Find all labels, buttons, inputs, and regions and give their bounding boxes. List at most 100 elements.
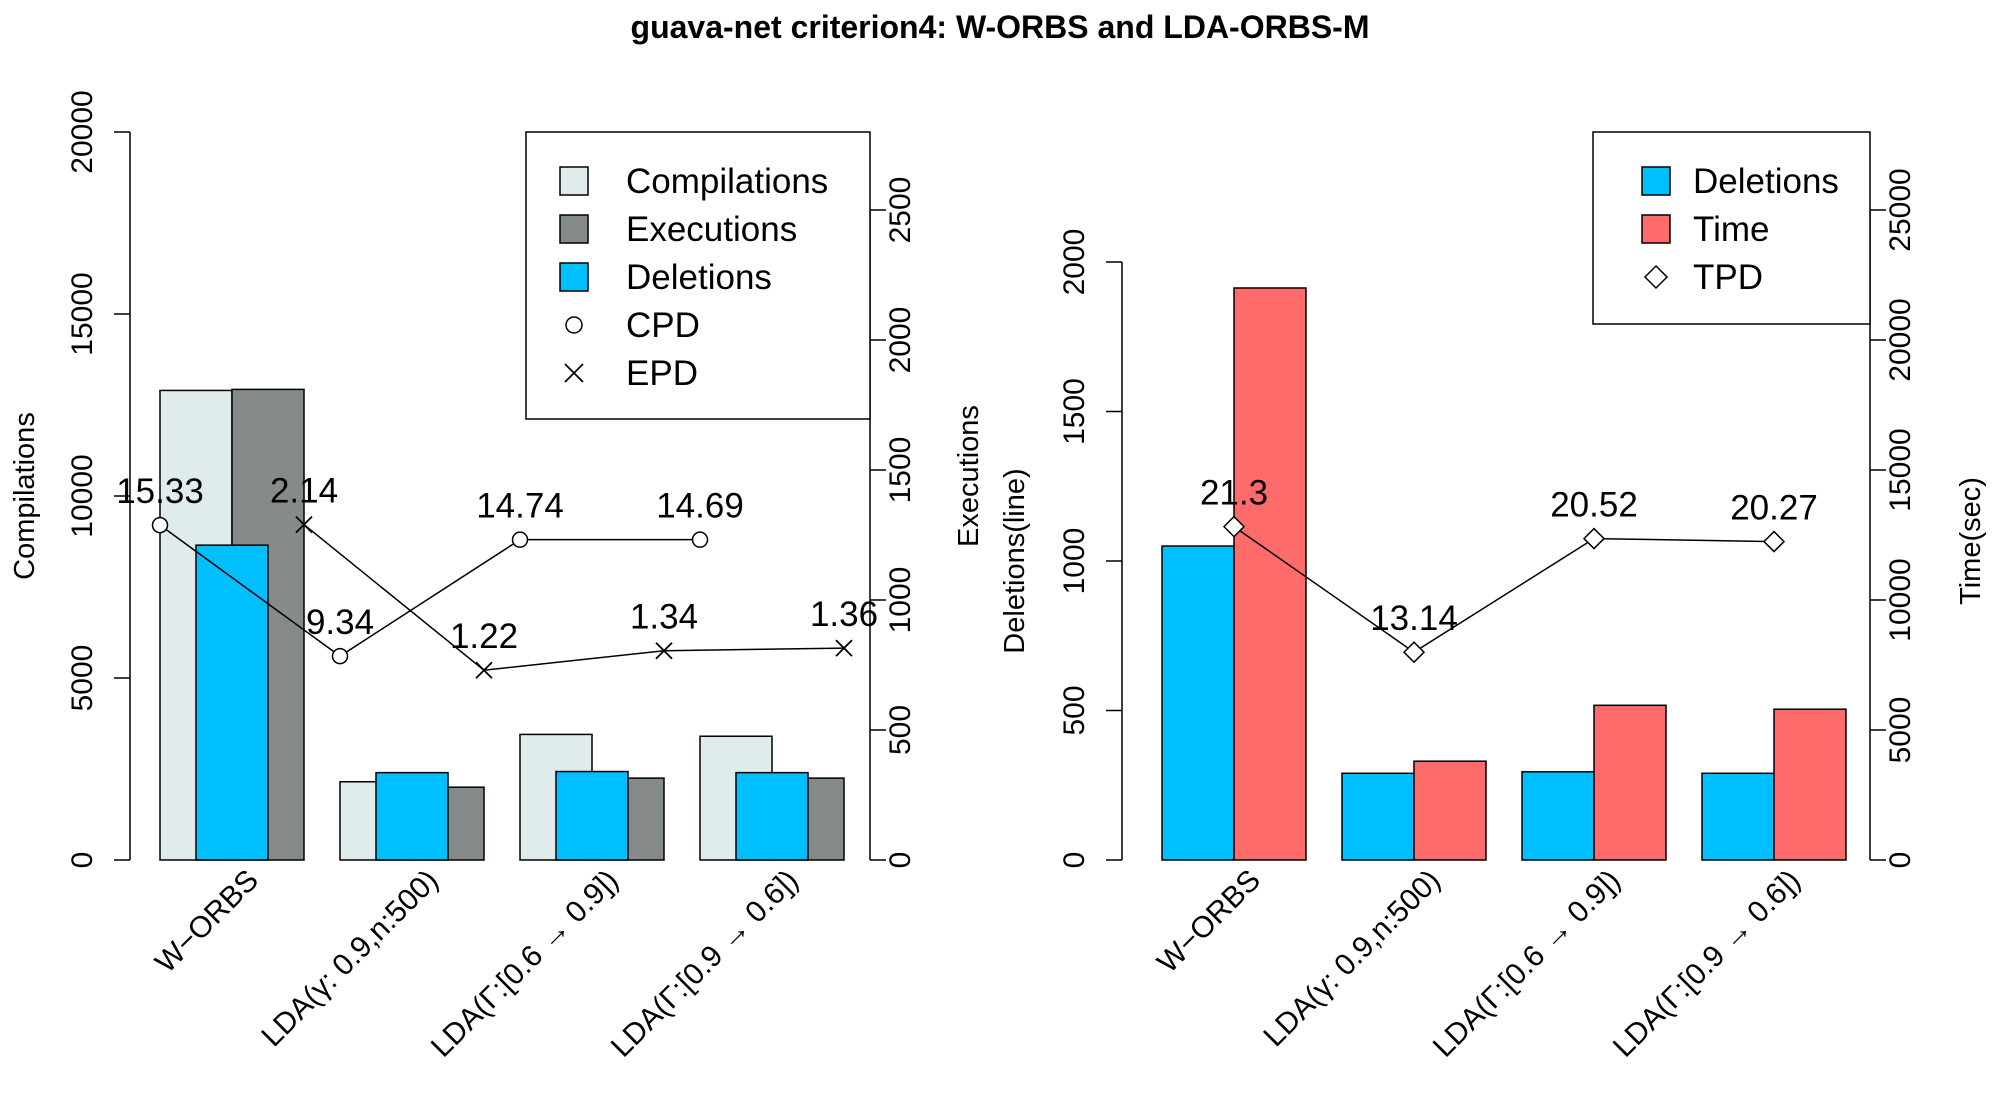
left-legend-cpd-swatch bbox=[565, 316, 583, 334]
left-y2-tick-label-2500: 2500 bbox=[884, 177, 917, 244]
right-bar-deletions-3 bbox=[1701, 772, 1775, 861]
left-y2-tick-label-500: 500 bbox=[884, 705, 917, 755]
right-legend-tpd-label: TPD bbox=[1693, 258, 1763, 297]
right-y2-tick-label-25000: 25000 bbox=[1884, 168, 1917, 251]
left-cpd-path bbox=[159, 524, 700, 658]
right-y2-tick-label-15000: 15000 bbox=[1884, 428, 1917, 511]
right-line-tpd: 21.3 13.14 20.52 20.27 bbox=[1200, 474, 1818, 664]
right-bar-deletions-2 bbox=[1521, 771, 1595, 861]
right-x-tick-label-1: LDA(γ: 0.9,n:500) bbox=[1257, 864, 1447, 1054]
left-epd-marker-1 bbox=[475, 661, 493, 679]
right-tpd-label-3: 20.27 bbox=[1730, 489, 1818, 528]
left-y-tick-label-15000: 15000 bbox=[66, 272, 99, 355]
right-y-axis-title: Deletions(line) bbox=[999, 468, 1031, 653]
right-tpd-path bbox=[1233, 525, 1775, 654]
left-x-tick-label-0: W−ORBS bbox=[149, 864, 265, 980]
right-y2-tick-label-10000: 10000 bbox=[1884, 558, 1917, 641]
left-y2-tick-label-2000: 2000 bbox=[884, 307, 917, 374]
left-line-epd: 2.14 1.22 1.34 1.36 bbox=[270, 472, 878, 679]
right-tpd-marker-1 bbox=[1402, 641, 1426, 664]
right-y-axis: 0 500 1000 1500 2000 Deletions(line) bbox=[999, 229, 1123, 868]
right-y2-axis-title: Time(sec) bbox=[1955, 477, 1987, 605]
right-tpd-label-0: 21.3 bbox=[1200, 474, 1268, 513]
right-bar-time-1 bbox=[1413, 760, 1487, 861]
right-y-tick-label-1500: 1500 bbox=[1058, 378, 1091, 445]
right-legend-deletions-swatch bbox=[1641, 166, 1671, 196]
left-legend-executions-swatch bbox=[559, 214, 589, 244]
right-y-tick-label-2000: 2000 bbox=[1058, 229, 1091, 296]
right-tpd-marker-2 bbox=[1582, 527, 1606, 550]
right-tpd-marker-0 bbox=[1222, 515, 1246, 538]
right-y-tick-label-500: 500 bbox=[1058, 685, 1091, 735]
left-x-tick-label-1: LDA(γ: 0.9,n:500) bbox=[255, 864, 445, 1054]
left-legend-deletions-swatch bbox=[559, 262, 589, 292]
right-tpd-label-2: 20.52 bbox=[1550, 486, 1638, 525]
right-x-tick-label-3: LDA(Γ:[0.9 → 0.6]) bbox=[1607, 864, 1807, 1064]
left-legend-executions-label: Executions bbox=[626, 210, 797, 249]
left-cpd-label-1: 9.34 bbox=[306, 603, 374, 642]
right-tpd-marker-3 bbox=[1762, 530, 1786, 553]
left-y-tick-label-20000: 20000 bbox=[66, 90, 99, 173]
left-legend-epd-label: EPD bbox=[626, 354, 698, 393]
left-epd-marker-0 bbox=[295, 515, 313, 534]
right-bar-deletions-0 bbox=[1161, 545, 1235, 861]
right-bar-time-3 bbox=[1773, 708, 1847, 861]
left-cpd-label-2: 14.74 bbox=[476, 487, 564, 526]
left-cpd-marker-0 bbox=[151, 516, 169, 534]
right-y2-tick-label-5000: 5000 bbox=[1884, 697, 1917, 764]
right-x-tick-label-2: LDA(Γ:[0.6 → 0.9]) bbox=[1427, 864, 1627, 1064]
right-y2-tick-label-0: 0 bbox=[1884, 852, 1917, 869]
right-legend-tpd-swatch bbox=[1643, 264, 1669, 290]
right-legend-box bbox=[1592, 131, 1871, 325]
left-y2-tick-label-1000: 1000 bbox=[884, 567, 917, 634]
right-y2-axis: 0 5000 10000 15000 20000 25000 Time(sec) bbox=[1869, 168, 1987, 869]
left-epd-marker-3 bbox=[835, 639, 853, 657]
left-bar-deletions-1 bbox=[375, 771, 449, 861]
left-y-tick-label-10000: 10000 bbox=[66, 454, 99, 537]
left-cpd-marker-2 bbox=[511, 531, 529, 548]
left-legend-compilations-swatch bbox=[559, 166, 589, 196]
left-x-tick-label-3: LDA(Γ:[0.9 → 0.6]) bbox=[605, 864, 805, 1064]
left-epd-label-2: 1.34 bbox=[630, 598, 698, 637]
left-y2-axis-title: Executions bbox=[953, 405, 985, 547]
left-cpd-marker-3 bbox=[691, 531, 709, 548]
right-legend-time-label: Time bbox=[1693, 210, 1769, 249]
right-bar-time-2 bbox=[1593, 704, 1667, 861]
left-y-tick-label-5000: 5000 bbox=[66, 645, 99, 712]
left-legend-deletions-label: Deletions bbox=[626, 258, 772, 297]
left-cpd-label-0: 15.33 bbox=[116, 472, 204, 511]
left-epd-label-0: 2.14 bbox=[270, 472, 338, 511]
left-y2-axis: 0 500 1000 1500 2000 2500 Executions bbox=[869, 177, 985, 869]
left-y2-tick-label-1500: 1500 bbox=[884, 437, 917, 504]
left-cpd-marker-1 bbox=[331, 647, 349, 665]
right-bars bbox=[1161, 287, 1847, 861]
left-bar-deletions-0 bbox=[195, 544, 269, 861]
right-y-tick-label-1000: 1000 bbox=[1058, 528, 1091, 595]
left-legend-cpd-label: CPD bbox=[626, 306, 700, 345]
right-x-tick-label-0: W−ORBS bbox=[1151, 864, 1267, 980]
left-bar-deletions-2 bbox=[555, 770, 629, 861]
left-legend: Compilations Executions Deletions CPD EPD bbox=[525, 131, 871, 420]
right-panel: 0 500 1000 1500 2000 Deletions(line) 0 5000 1000… bbox=[999, 131, 1987, 1064]
left-bar-deletions-3 bbox=[735, 771, 809, 861]
left-y-tick-label-0: 0 bbox=[66, 852, 99, 869]
right-tpd-label-1: 13.14 bbox=[1370, 599, 1458, 638]
left-bars bbox=[159, 388, 845, 861]
left-cpd-label-3: 14.69 bbox=[656, 487, 744, 526]
left-y2-tick-label-0: 0 bbox=[884, 852, 917, 869]
right-y2-tick-label-20000: 20000 bbox=[1884, 298, 1917, 381]
left-panel: 0 5000 10000 15000 20000 Compilations 0 500 1000… bbox=[9, 90, 985, 1063]
left-line-cpd: 15.33 9.34 14.74 14.69 bbox=[116, 472, 744, 665]
right-legend-time-swatch bbox=[1641, 214, 1671, 244]
left-epd-marker-2 bbox=[655, 642, 673, 660]
right-bar-deletions-1 bbox=[1341, 772, 1415, 861]
left-epd-label-3: 1.36 bbox=[810, 595, 878, 634]
left-epd-label-1: 1.22 bbox=[450, 617, 518, 656]
left-epd-path bbox=[303, 524, 845, 671]
left-x-tick-label-2: LDA(Γ:[0.6 → 0.9]) bbox=[425, 864, 625, 1064]
left-legend-compilations-label: Compilations bbox=[626, 162, 828, 201]
